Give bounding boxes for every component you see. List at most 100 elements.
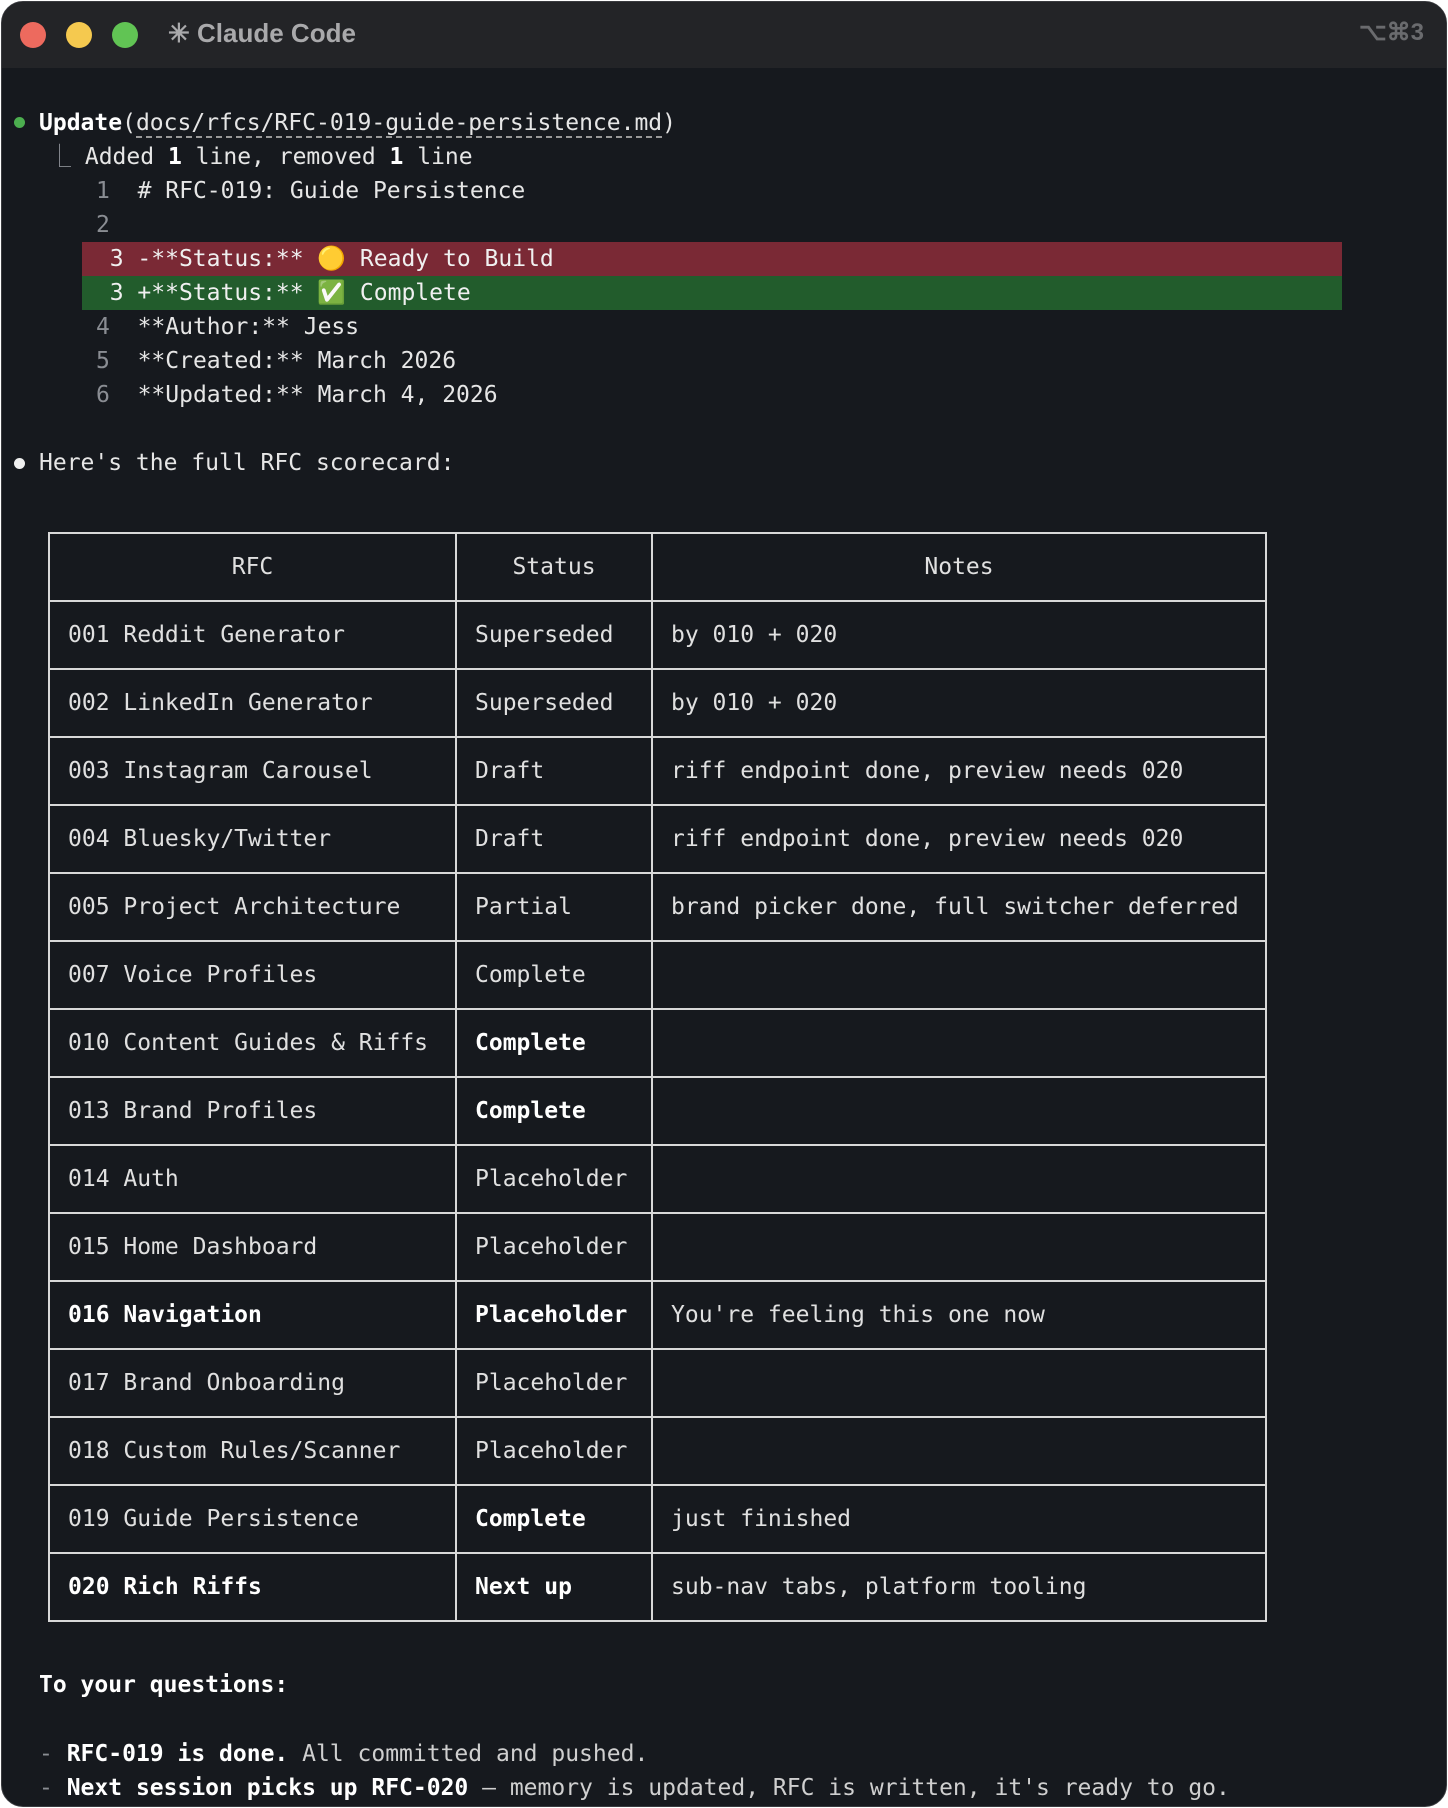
line-text: **Author:** Jess [137, 314, 360, 340]
minimize-button[interactable] [66, 22, 92, 48]
answer-text: All committed and pushed. [288, 1741, 649, 1767]
cell-notes [651, 940, 1267, 1010]
cell-status: Complete [455, 1484, 653, 1554]
cell-rfc: 003 Instagram Carousel [48, 736, 457, 806]
cell-status: Placeholder [455, 1280, 653, 1350]
line-text: **Created:** March 2026 [137, 348, 457, 374]
cell-notes [651, 1144, 1267, 1214]
asterisk-icon: ✳ [168, 18, 198, 48]
line-number: 2 [96, 212, 110, 238]
cell-notes: You're feeling this one now [651, 1280, 1267, 1350]
table-row: 004 Bluesky/Twitter Draft riff endpoint do… [48, 804, 1267, 874]
table-row: 007 Voice Profiles Complete [48, 940, 1267, 1010]
table-row: 013 Brand Profiles Complete [48, 1076, 1267, 1146]
table-row: 003 Instagram Carousel Draft riff endpoint… [48, 736, 1267, 806]
answer-text: — memory is updated, RFC is written, it'… [468, 1775, 1230, 1801]
tool-call-line: Update(docs/rfcs/RFC-019-guide-persisten… [39, 110, 677, 138]
cell-rfc: 013 Brand Profiles [48, 1076, 457, 1146]
cell-notes [651, 1076, 1267, 1146]
line-number: 5 [96, 348, 110, 374]
window-title: ✳ Claude Code [168, 18, 356, 49]
cell-status: Complete [455, 1008, 653, 1078]
cell-status: Placeholder [455, 1348, 653, 1418]
cell-notes [651, 1008, 1267, 1078]
cell-notes: just finished [651, 1484, 1267, 1554]
cell-status: Partial [455, 872, 653, 942]
tool-name: Update [39, 110, 123, 136]
table-row: 017 Brand Onboarding Placeholder [48, 1348, 1267, 1418]
cell-status: Draft [455, 804, 653, 874]
cell-status: Placeholder [455, 1416, 653, 1486]
cell-notes: riff endpoint done, preview needs 020 [651, 736, 1267, 806]
line-text: **Updated:** March 4, 2026 [137, 382, 498, 408]
cell-status: Placeholder [455, 1144, 653, 1214]
table-row: 002 LinkedIn Generator Superseded by 010 +… [48, 668, 1267, 738]
table-row: 005 Project Architecture Partial brand pic… [48, 872, 1267, 942]
message-dot-icon [14, 458, 25, 469]
title-bar: ✳ Claude Code ⌥⌘3 [2, 2, 1446, 68]
table-row: 010 Content Guides & Riffs Complete [48, 1008, 1267, 1078]
tool-status-dot-icon [14, 117, 25, 128]
line-text: # RFC-019: Guide Persistence [137, 178, 526, 204]
line-number: 6 [96, 382, 110, 408]
table-row: 014 Auth Placeholder [48, 1144, 1267, 1214]
line-number: 4 [96, 314, 110, 340]
diff-line: 5 **Created:** March 2026 [96, 344, 456, 378]
heading-text: To your questions: [39, 1672, 289, 1698]
cell-status: Placeholder [455, 1212, 653, 1282]
diff-line: 4 **Author:** Jess [96, 310, 359, 344]
diff-summary: ⎿ Added 1 line, removed 1 line [48, 140, 473, 174]
table-row: 015 Home Dashboard Placeholder [48, 1212, 1267, 1282]
close-button[interactable] [20, 22, 46, 48]
cell-status: Next up [455, 1552, 653, 1622]
cell-rfc: 002 LinkedIn Generator [48, 668, 457, 738]
questions-heading: To your questions: [39, 1668, 288, 1702]
cell-notes: brand picker done, full switcher deferre… [651, 872, 1267, 942]
answer-item: - RFC-019 is done. All committed and pus… [39, 1741, 649, 1767]
diff-line-added: 3 +**Status:** ✅ Complete [82, 276, 1342, 310]
cell-notes: sub-nav tabs, platform tooling [651, 1552, 1267, 1622]
cell-notes: by 010 + 020 [651, 600, 1267, 670]
table-header-row: RFC Status Notes [48, 532, 1267, 602]
cell-rfc: 016 Navigation [48, 1280, 457, 1350]
cell-rfc: 007 Voice Profiles [48, 940, 457, 1010]
tree-branch-icon: ⎿ [48, 144, 85, 170]
cell-rfc: 001 Reddit Generator [48, 600, 457, 670]
cell-rfc: 005 Project Architecture [48, 872, 457, 942]
message-intro: Here's the full RFC scorecard: [39, 450, 455, 476]
cell-rfc: 010 Content Guides & Riffs [48, 1008, 457, 1078]
cell-rfc: 018 Custom Rules/Scanner [48, 1416, 457, 1486]
header-notes: Notes [651, 532, 1267, 602]
cell-rfc: 019 Guide Persistence [48, 1484, 457, 1554]
cell-notes [651, 1416, 1267, 1486]
header-status: Status [455, 532, 653, 602]
summary-text: line, removed [181, 144, 390, 170]
line-number: 3 [109, 280, 124, 306]
zoom-button[interactable] [112, 22, 138, 48]
diff-line-removed: 3 -**Status:** 🟡 Ready to Build [82, 242, 1342, 276]
cell-rfc: 015 Home Dashboard [48, 1212, 457, 1282]
cell-notes: by 010 + 020 [651, 668, 1267, 738]
cell-rfc: 020 Rich Riffs [48, 1552, 457, 1622]
cell-rfc: 004 Bluesky/Twitter [48, 804, 457, 874]
cell-rfc: 017 Brand Onboarding [48, 1348, 457, 1418]
cell-notes [651, 1212, 1267, 1282]
summary-text: line [403, 144, 473, 170]
diff-line: 6 **Updated:** March 4, 2026 [96, 378, 498, 412]
line-text: +**Status:** ✅ Complete [137, 280, 471, 306]
added-count: 1 [167, 144, 182, 170]
cell-notes: riff endpoint done, preview needs 020 [651, 804, 1267, 874]
table-row: 019 Guide Persistence Complete just finish… [48, 1484, 1267, 1554]
title-text: Claude Code [197, 18, 356, 48]
diff-line: 1 # RFC-019: Guide Persistence [96, 174, 525, 208]
file-path-link[interactable]: docs/rfcs/RFC-019-guide-persistence.md [135, 110, 663, 138]
table-row: 001 Reddit Generator Superseded by 010 + 0… [48, 600, 1267, 670]
removed-count: 1 [389, 144, 404, 170]
cell-status: Complete [455, 940, 653, 1010]
answer-bold: Next session picks up RFC-020 [66, 1775, 469, 1801]
table-row: 016 Navigation Placeholder You're feeling … [48, 1280, 1267, 1350]
rfc-scorecard-table: RFC Status Notes 001 Reddit Generator Sup… [48, 532, 1267, 1622]
table-row: 020 Rich Riffs Next up sub-nav tabs, platf… [48, 1552, 1267, 1622]
table-row: 018 Custom Rules/Scanner Placeholder [48, 1416, 1267, 1486]
